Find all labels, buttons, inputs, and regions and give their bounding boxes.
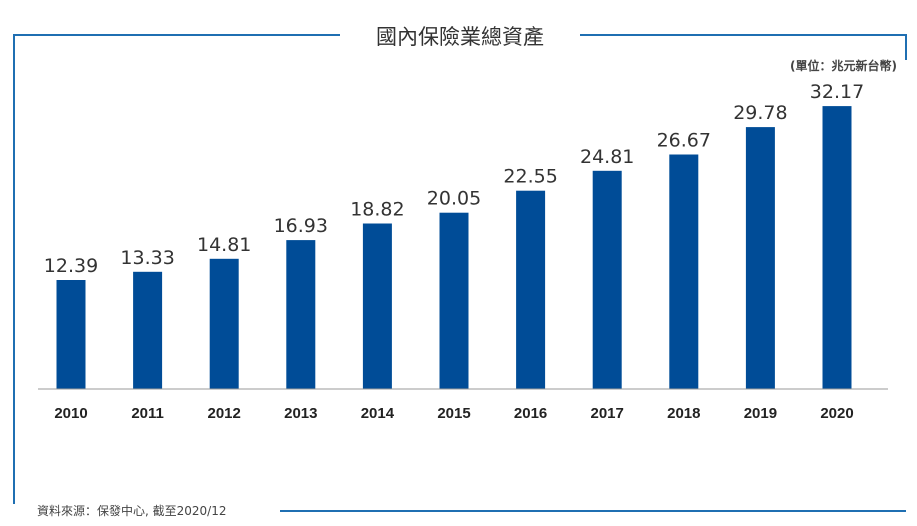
x-tick-label-2013: 2013 xyxy=(284,405,317,422)
x-tick-label-2011: 2011 xyxy=(131,405,164,422)
value-label-2017: 24.81 xyxy=(580,146,634,168)
bar-2016 xyxy=(516,190,546,389)
value-label-2015: 20.05 xyxy=(427,188,481,210)
value-label-2018: 26.67 xyxy=(657,130,711,152)
x-tick-label-2010: 2010 xyxy=(54,405,87,422)
value-label-2013: 16.93 xyxy=(274,215,328,237)
x-tick-label-2014: 2014 xyxy=(361,405,395,422)
bar-2015 xyxy=(439,212,469,389)
bar-2018 xyxy=(669,154,699,389)
bar-2020 xyxy=(822,106,852,389)
value-label-2010: 12.39 xyxy=(44,255,98,277)
value-label-2016: 22.55 xyxy=(503,166,557,188)
bars-group: 12.39 2010 13.33 2011 14.81 2012 16.93 2013 18.8… xyxy=(44,81,864,422)
value-label-2012: 14.81 xyxy=(197,234,251,256)
source-note: 資料來源：保發中心, 截至2020/12 xyxy=(37,503,226,518)
x-tick-label-2012: 2012 xyxy=(208,405,241,422)
value-label-2019: 29.78 xyxy=(733,102,787,124)
bar-2019 xyxy=(745,127,775,389)
bar-2010 xyxy=(56,280,86,389)
bar-2017 xyxy=(592,170,622,389)
value-label-2020: 32.17 xyxy=(810,81,864,103)
x-tick-label-2017: 2017 xyxy=(591,405,624,422)
chart-title: 國內保險業總資產 xyxy=(376,25,544,49)
bar-2012 xyxy=(209,258,239,389)
x-tick-label-2016: 2016 xyxy=(514,405,547,422)
bar-2013 xyxy=(286,240,316,389)
bar-2014 xyxy=(362,223,392,389)
value-label-2011: 13.33 xyxy=(120,247,174,269)
bar-2011 xyxy=(133,271,163,389)
x-tick-label-2020: 2020 xyxy=(820,405,853,422)
x-tick-label-2015: 2015 xyxy=(437,405,470,422)
value-label-2014: 18.82 xyxy=(350,199,404,221)
x-tick-label-2019: 2019 xyxy=(744,405,777,422)
x-tick-label-2018: 2018 xyxy=(667,405,700,422)
unit-note: (單位：兆元新台幣) xyxy=(790,58,897,73)
